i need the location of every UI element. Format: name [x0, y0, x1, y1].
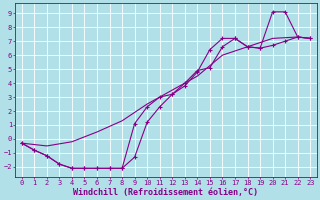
X-axis label: Windchill (Refroidissement éolien,°C): Windchill (Refroidissement éolien,°C)	[74, 188, 259, 197]
